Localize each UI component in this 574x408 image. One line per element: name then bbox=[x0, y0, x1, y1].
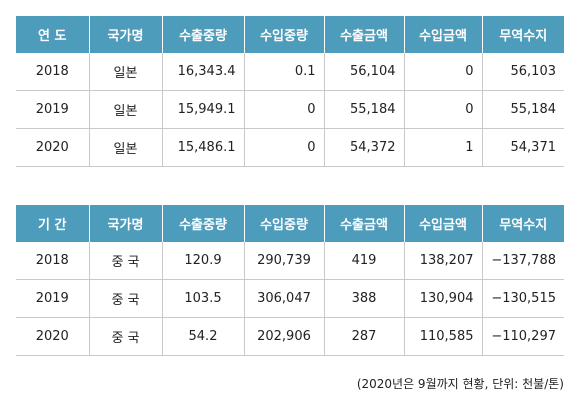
cell-import-amount: 1 bbox=[403, 128, 483, 167]
header-export-amount: 수출금액 bbox=[323, 205, 405, 242]
cell-trade-balance: −137,788 bbox=[481, 242, 564, 280]
cell-country: 중 국 bbox=[88, 279, 163, 318]
cell-trade-balance: 56,103 bbox=[481, 53, 564, 91]
cell-export-weight: 16,343.4 bbox=[161, 53, 245, 91]
cell-import-weight: 202,906 bbox=[243, 317, 325, 356]
cell-import-amount: 138,207 bbox=[403, 242, 483, 280]
unit-note: (2020년은 9월까지 현황, 단위: 천불/톤) bbox=[356, 377, 564, 391]
header-export-amount: 수출금액 bbox=[323, 16, 405, 53]
cell-import-weight: 290,739 bbox=[243, 242, 325, 280]
header-year: 연 도 bbox=[16, 16, 90, 53]
cell-trade-balance: 54,371 bbox=[481, 128, 564, 167]
table-row: 2020 중 국 54.2 202,906 287 110,585 −110,2… bbox=[16, 317, 564, 356]
header-export-weight: 수출중량 bbox=[161, 205, 245, 242]
cell-year: 2019 bbox=[16, 279, 90, 318]
header-country: 국가명 bbox=[88, 16, 163, 53]
cell-trade-balance: −110,297 bbox=[481, 317, 564, 356]
cell-export-amount: 55,184 bbox=[323, 90, 405, 129]
cell-year: 2020 bbox=[16, 128, 90, 167]
header-import-weight: 수입중량 bbox=[243, 16, 325, 53]
cell-import-weight: 306,047 bbox=[243, 279, 325, 318]
china-trade-table: 기 간 국가명 수출중량 수입중량 수출금액 수입금액 무역수지 2018 중 … bbox=[16, 205, 564, 356]
table-row: 2018 중 국 120.9 290,739 419 138,207 −137,… bbox=[16, 242, 564, 280]
cell-year: 2018 bbox=[16, 242, 90, 280]
header-export-weight: 수출중량 bbox=[161, 16, 245, 53]
cell-import-weight: 0 bbox=[243, 128, 325, 167]
cell-import-weight: 0 bbox=[243, 90, 325, 129]
table-row: 2019 중 국 103.5 306,047 388 130,904 −130,… bbox=[16, 279, 564, 318]
cell-export-weight: 15,949.1 bbox=[161, 90, 245, 129]
cell-export-amount: 419 bbox=[323, 242, 405, 280]
cell-export-amount: 56,104 bbox=[323, 53, 405, 91]
cell-country: 일본 bbox=[88, 53, 163, 91]
table-row: 2018 일본 16,343.4 0.1 56,104 0 56,103 bbox=[16, 53, 564, 91]
header-import-amount: 수입금액 bbox=[403, 16, 483, 53]
header-period: 기 간 bbox=[16, 205, 90, 242]
header-row: 연 도 국가명 수출중량 수입중량 수출금액 수입금액 무역수지 bbox=[16, 16, 564, 53]
cell-country: 중 국 bbox=[88, 242, 163, 280]
cell-import-amount: 0 bbox=[403, 90, 483, 129]
cell-year: 2019 bbox=[16, 90, 90, 129]
cell-country: 일본 bbox=[88, 90, 163, 129]
cell-export-amount: 54,372 bbox=[323, 128, 405, 167]
header-trade-balance: 무역수지 bbox=[481, 16, 564, 53]
cell-export-amount: 287 bbox=[323, 317, 405, 356]
cell-trade-balance: 55,184 bbox=[481, 90, 564, 129]
table-row: 2020 일본 15,486.1 0 54,372 1 54,371 bbox=[16, 128, 564, 167]
cell-import-weight: 0.1 bbox=[243, 53, 325, 91]
cell-import-amount: 0 bbox=[403, 53, 483, 91]
cell-year: 2018 bbox=[16, 53, 90, 91]
cell-trade-balance: −130,515 bbox=[481, 279, 564, 318]
header-country: 국가명 bbox=[88, 205, 163, 242]
cell-year: 2020 bbox=[16, 317, 90, 356]
cell-country: 중 국 bbox=[88, 317, 163, 356]
cell-export-weight: 103.5 bbox=[161, 279, 245, 318]
cell-export-weight: 15,486.1 bbox=[161, 128, 245, 167]
japan-trade-table: 연 도 국가명 수출중량 수입중량 수출금액 수입금액 무역수지 2018 일본… bbox=[16, 16, 564, 167]
header-import-weight: 수입중량 bbox=[243, 205, 325, 242]
cell-import-amount: 130,904 bbox=[403, 279, 483, 318]
cell-export-weight: 54.2 bbox=[161, 317, 245, 356]
header-trade-balance: 무역수지 bbox=[481, 205, 564, 242]
cell-export-amount: 388 bbox=[323, 279, 405, 318]
cell-country: 일본 bbox=[88, 128, 163, 167]
cell-export-weight: 120.9 bbox=[161, 242, 245, 280]
cell-import-amount: 110,585 bbox=[403, 317, 483, 356]
header-row: 기 간 국가명 수출중량 수입중량 수출금액 수입금액 무역수지 bbox=[16, 205, 564, 242]
header-import-amount: 수입금액 bbox=[403, 205, 483, 242]
table-row: 2019 일본 15,949.1 0 55,184 0 55,184 bbox=[16, 90, 564, 129]
